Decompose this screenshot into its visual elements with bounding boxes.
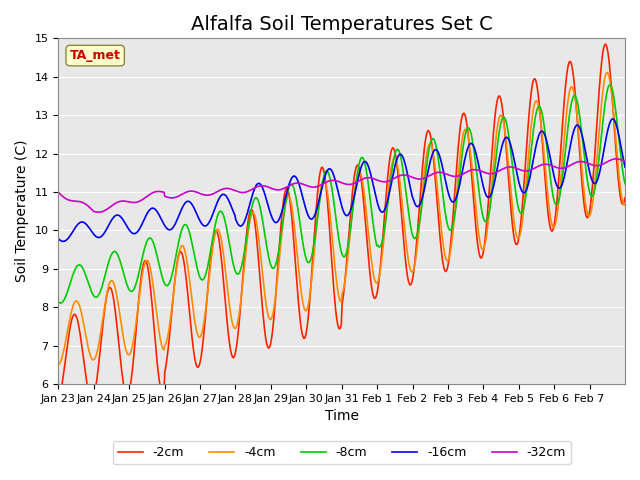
Text: TA_met: TA_met: [70, 49, 120, 62]
Y-axis label: Soil Temperature (C): Soil Temperature (C): [15, 140, 29, 282]
Legend: -2cm, -4cm, -8cm, -16cm, -32cm: -2cm, -4cm, -8cm, -16cm, -32cm: [113, 441, 571, 464]
Title: Alfalfa Soil Temperatures Set C: Alfalfa Soil Temperatures Set C: [191, 15, 493, 34]
X-axis label: Time: Time: [324, 409, 358, 423]
